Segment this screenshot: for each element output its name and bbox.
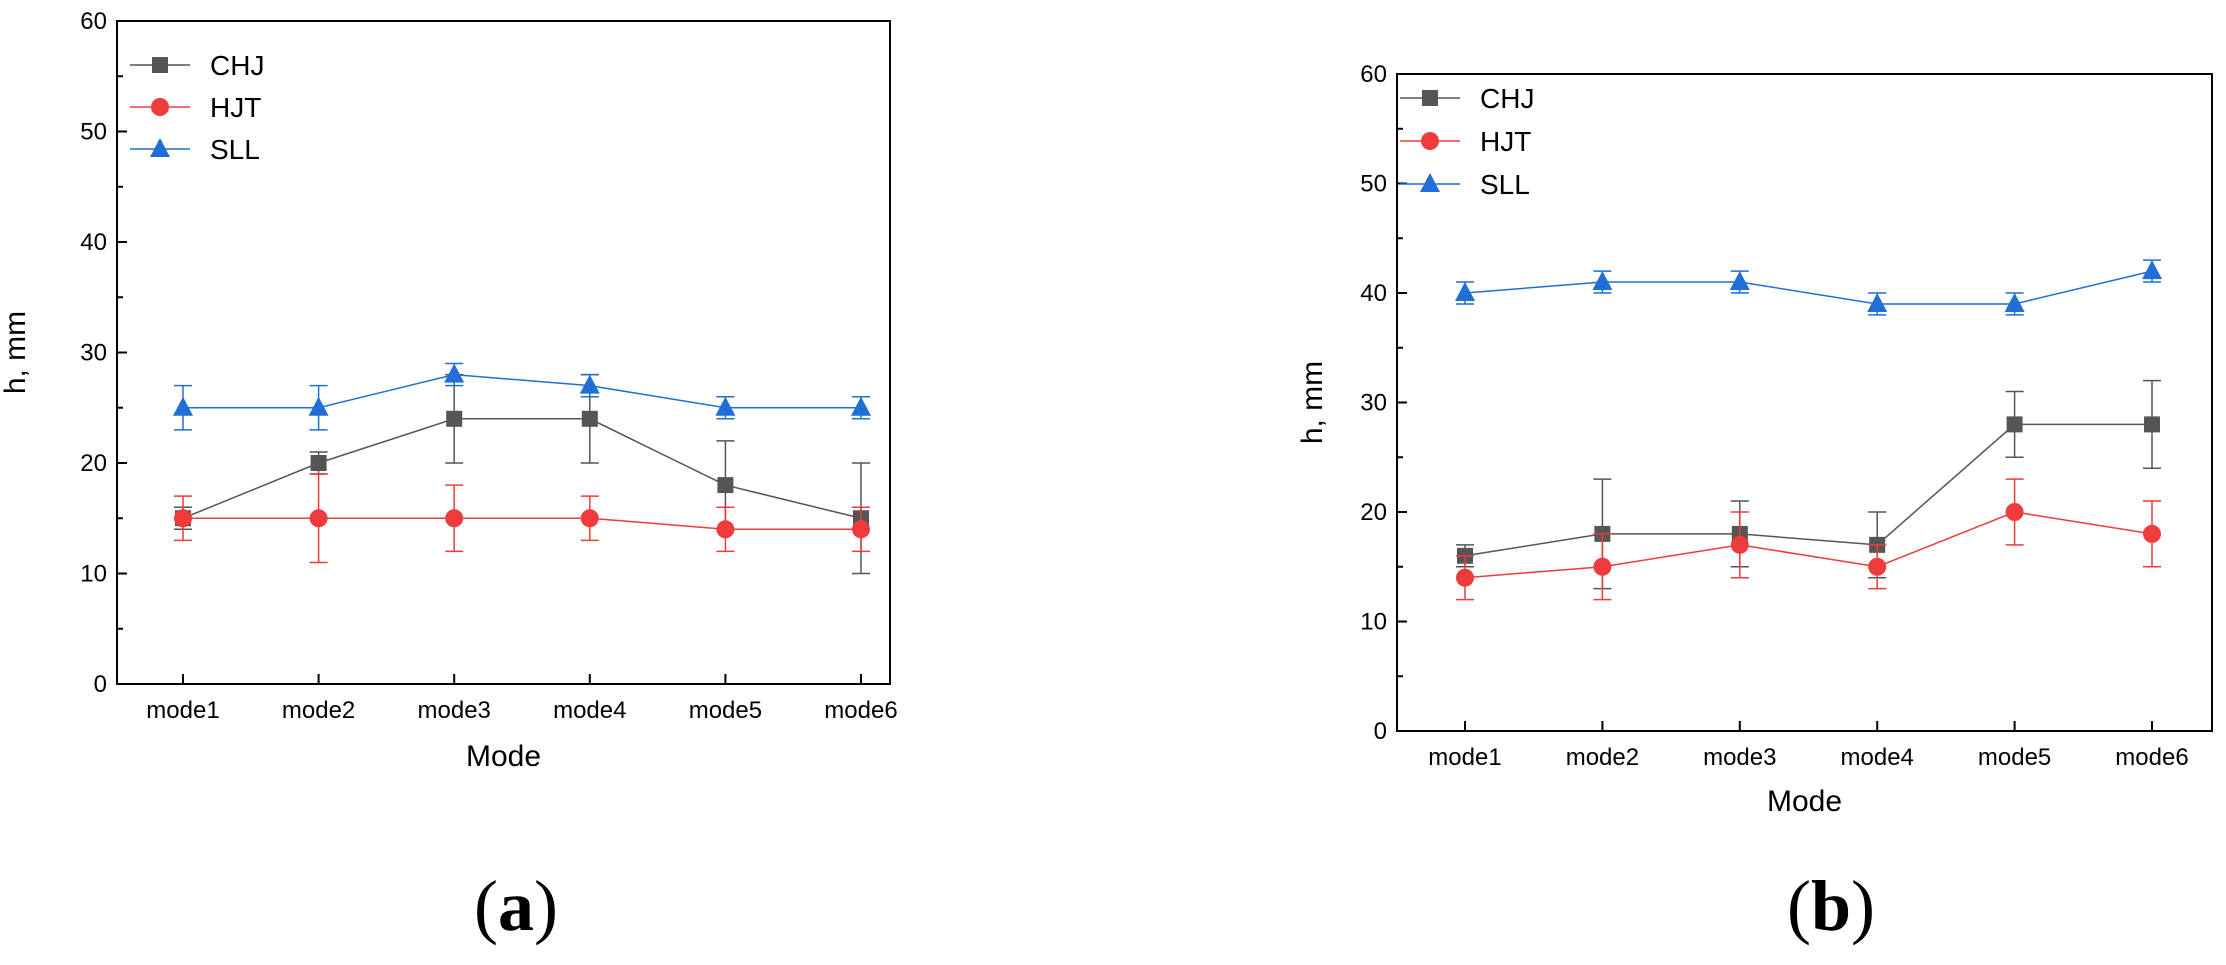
x-tick-label: mode6 xyxy=(824,697,897,724)
data-point xyxy=(2144,416,2160,433)
data-point xyxy=(444,363,465,383)
series-chj xyxy=(1456,379,2161,590)
data-point xyxy=(2142,260,2162,280)
series-line xyxy=(1464,423,2152,557)
y-tick-label: 50 xyxy=(80,119,107,146)
series-hjt xyxy=(1456,478,2161,601)
panel-paren: ( xyxy=(474,866,498,946)
series-line xyxy=(183,373,861,409)
data-point xyxy=(580,509,599,528)
y-tick-label: 20 xyxy=(1360,499,1387,526)
y-tick-label: 60 xyxy=(1360,61,1387,88)
y-tick-label: 30 xyxy=(80,340,107,367)
data-point xyxy=(581,410,598,427)
panel-paren: ) xyxy=(534,866,558,946)
data-point xyxy=(308,396,329,416)
x-tick-label: mode3 xyxy=(1703,744,1776,771)
series-hjt xyxy=(174,473,870,564)
x-tick-label: mode6 xyxy=(2115,744,2188,771)
series-line xyxy=(1464,270,2153,305)
x-tick-label: mode4 xyxy=(1841,744,1914,771)
series-sll xyxy=(173,362,871,431)
legend-marker xyxy=(1422,90,1438,106)
data-point xyxy=(446,410,463,427)
data-point xyxy=(2006,416,2023,433)
x-axis-title: Mode xyxy=(1767,785,1842,818)
x-tick-label: mode5 xyxy=(689,697,762,724)
data-point xyxy=(852,520,870,539)
legend-marker xyxy=(150,138,170,157)
data-point xyxy=(1592,271,1613,291)
y-axis-title: h, mm xyxy=(0,311,32,394)
legend-marker xyxy=(1420,173,1440,192)
x-tick-label: mode5 xyxy=(1978,744,2051,771)
data-point xyxy=(2004,292,2025,312)
panel-label: (b) xyxy=(1787,866,1875,946)
panel-paren: ( xyxy=(1787,866,1811,946)
data-point xyxy=(716,520,735,539)
x-axis-title: Mode xyxy=(466,740,541,773)
data-point xyxy=(2005,503,2024,521)
chart-panel-b: 0 10 20 30 40 50 60 mode1 mode2 mode3 mode4 mode5 mo… xyxy=(1296,61,2213,946)
legend-marker xyxy=(152,57,168,73)
series-chj xyxy=(174,373,870,575)
legend-label-chj: CHJ xyxy=(210,50,264,81)
legend-label-sll: SLL xyxy=(210,134,260,165)
y-tick-label: 50 xyxy=(1360,171,1387,198)
data-point xyxy=(1867,292,1888,312)
y-tick-label: 40 xyxy=(1360,280,1387,307)
x-tick-label: mode3 xyxy=(418,697,491,724)
data-point xyxy=(717,477,734,494)
data-point xyxy=(1729,271,1750,291)
legend-label-sll: SLL xyxy=(1480,169,1530,200)
x-tick-label: mode2 xyxy=(282,697,355,724)
data-point xyxy=(579,374,600,394)
x-tick-label: mode1 xyxy=(1428,744,1501,771)
legend-label-hjt: HJT xyxy=(1480,126,1531,157)
data-point xyxy=(174,509,192,528)
y-tick-label: 60 xyxy=(80,8,107,35)
legend-marker xyxy=(1421,132,1439,150)
x-tick-label: mode1 xyxy=(146,697,219,724)
series-line xyxy=(183,517,861,531)
data-point xyxy=(1456,568,1474,587)
data-point xyxy=(445,509,464,528)
data-point xyxy=(1868,557,1887,576)
legend-marker xyxy=(151,98,169,116)
legend-label-chj: CHJ xyxy=(1480,83,1534,114)
y-tick-label: 10 xyxy=(80,561,107,588)
data-point xyxy=(310,455,327,471)
y-tick-label: 40 xyxy=(80,229,107,256)
panel-label: (a) xyxy=(474,866,558,946)
panel-letter: a xyxy=(498,866,534,946)
legend-label-hjt: HJT xyxy=(210,92,261,123)
data-point xyxy=(309,509,328,528)
data-point xyxy=(715,396,736,416)
panel-letter: b xyxy=(1811,866,1851,946)
data-point xyxy=(1593,557,1612,576)
data-point xyxy=(2143,524,2161,543)
data-point xyxy=(851,396,871,416)
series-sll xyxy=(1455,259,2162,316)
x-tick-label: mode4 xyxy=(553,697,626,724)
series-line xyxy=(1464,511,2153,579)
y-tick-label: 10 xyxy=(1360,609,1387,636)
data-point xyxy=(173,396,193,416)
chart-panel-a: 0 10 20 30 40 50 60 mode1 mode2 mode3 mode4 mode5 mo… xyxy=(0,8,898,946)
data-point xyxy=(1455,282,1475,301)
y-tick-label: 20 xyxy=(80,450,107,477)
series-line xyxy=(182,418,862,519)
panel-paren: ) xyxy=(1851,866,1875,946)
data-point xyxy=(1730,535,1749,554)
y-tick-label: 30 xyxy=(1360,390,1387,417)
y-axis-title: h, mm xyxy=(1296,361,1329,444)
y-tick-label: 0 xyxy=(94,671,107,698)
x-tick-label: mode2 xyxy=(1566,744,1639,771)
y-tick-label: 0 xyxy=(1374,718,1387,745)
